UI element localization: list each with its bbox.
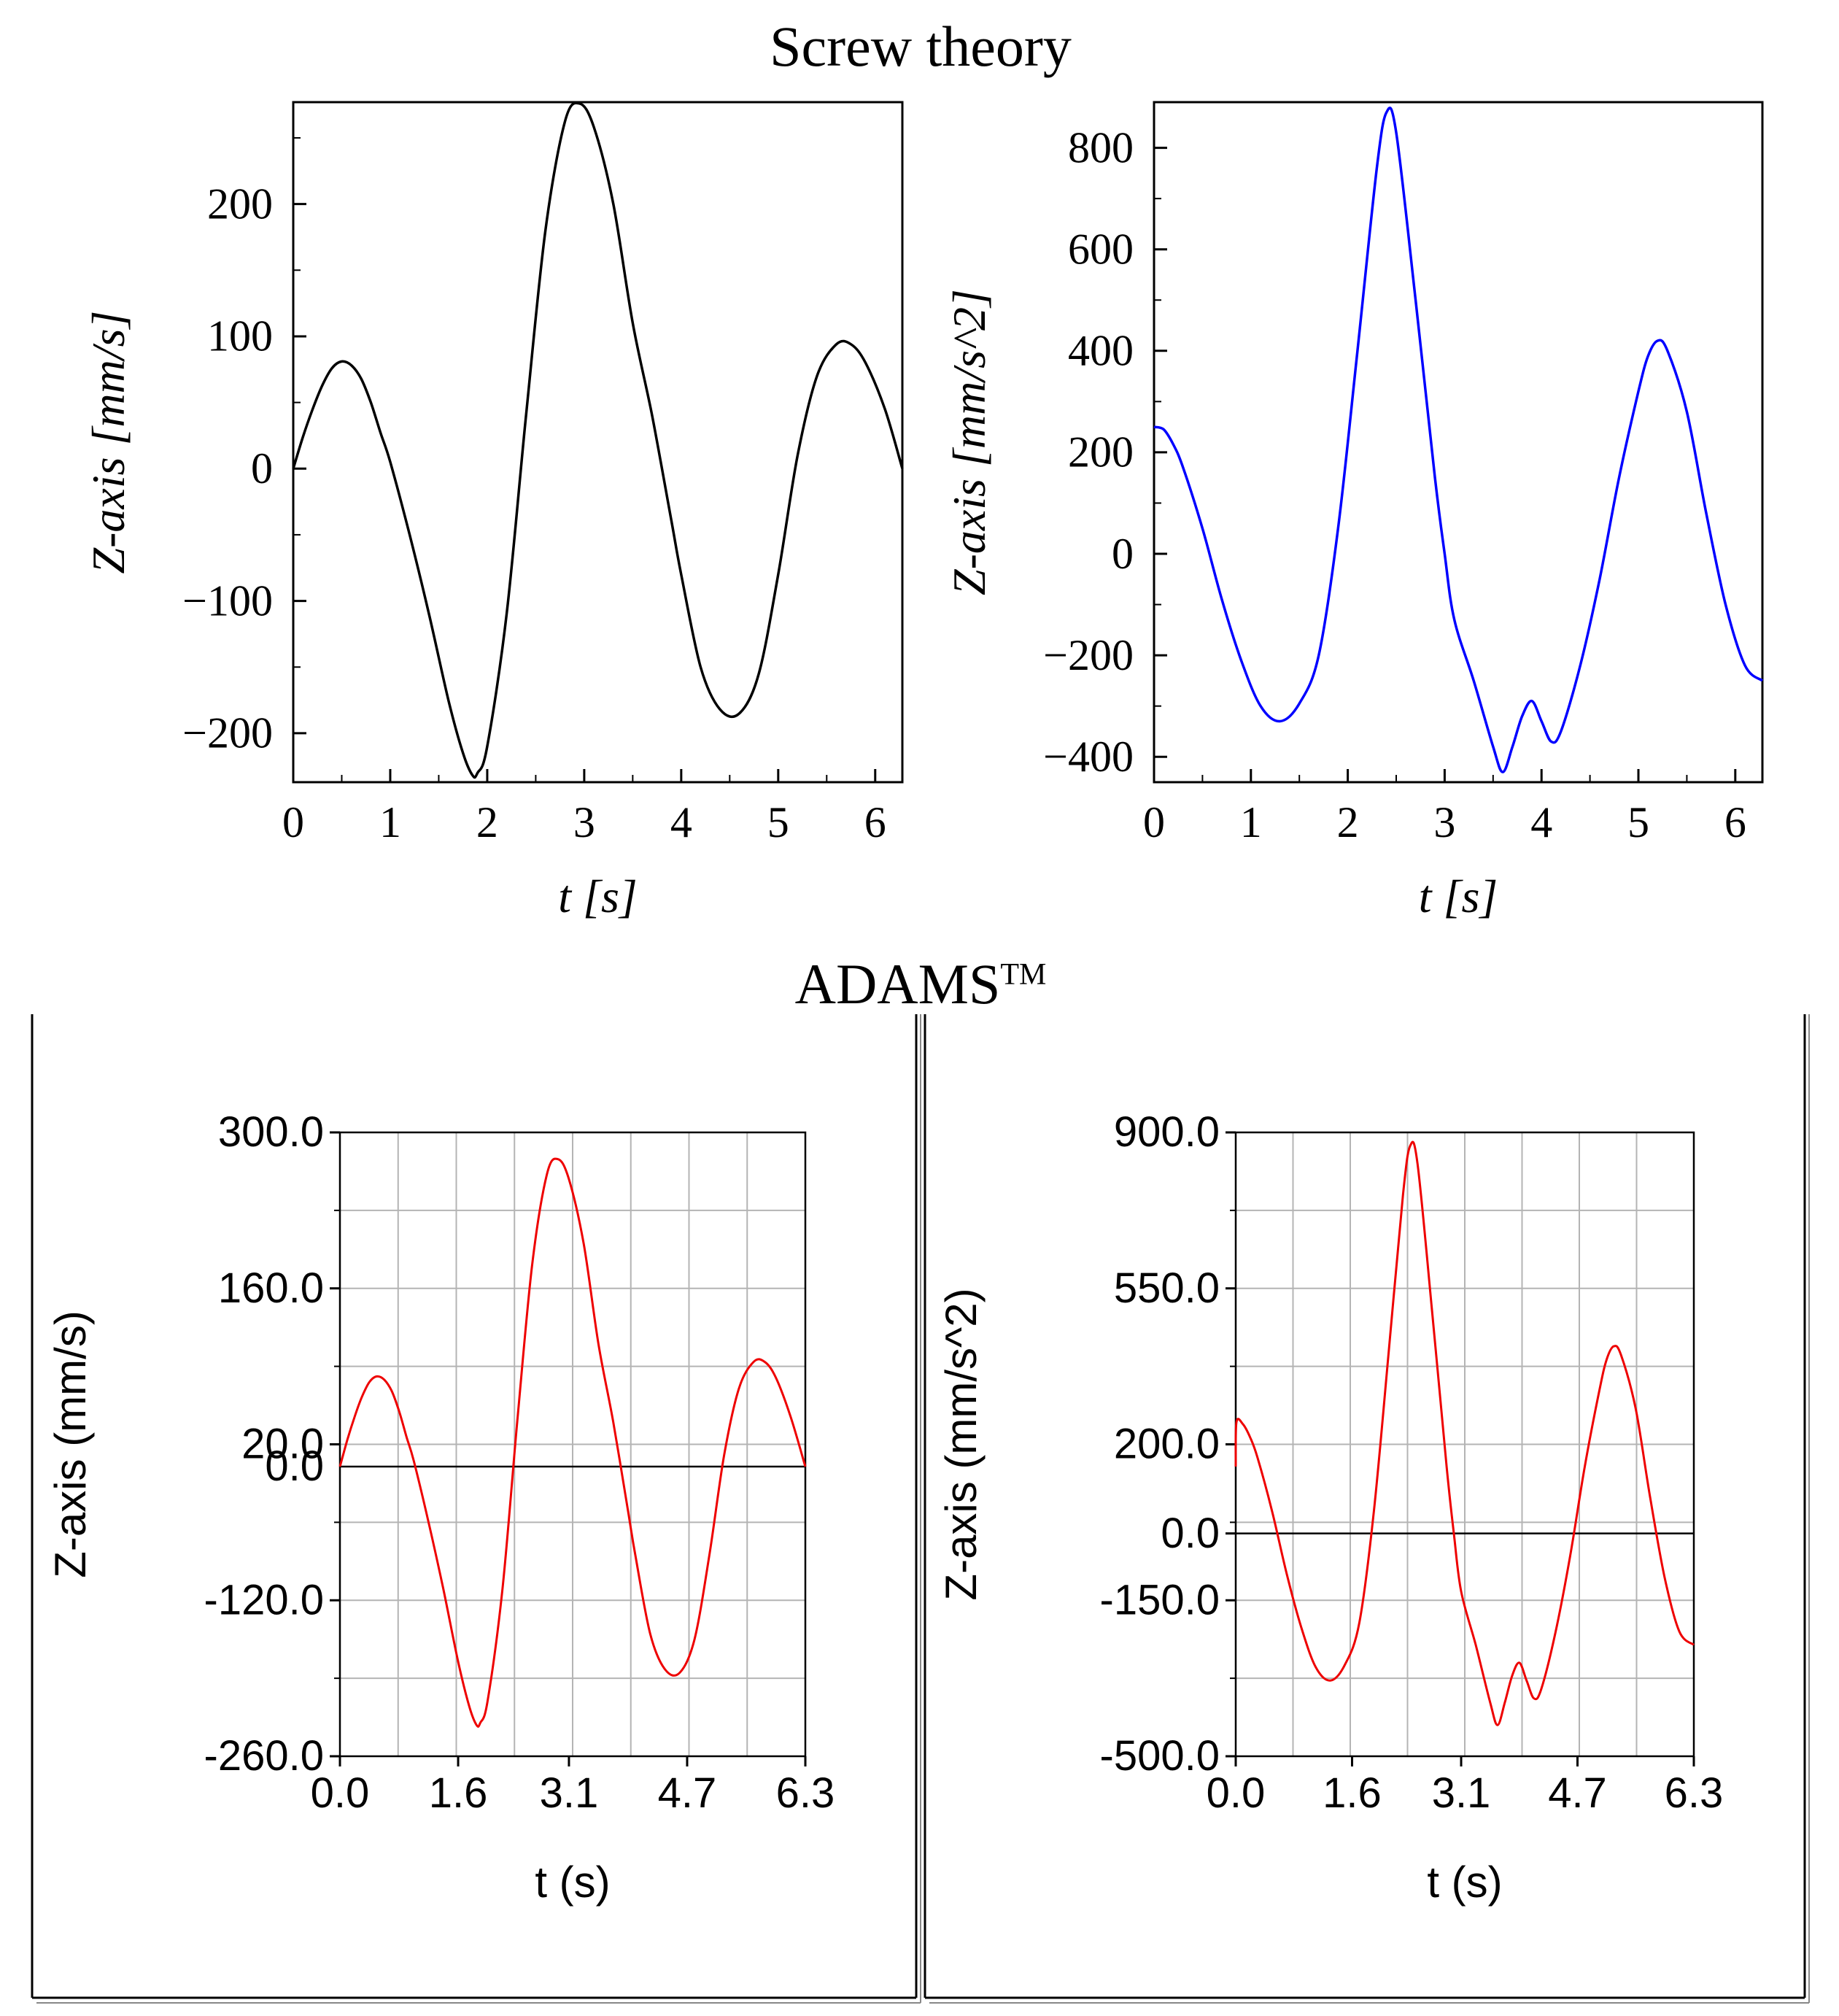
y-tick-label: 550.0 [1114,1264,1220,1312]
y-tick-label: 200 [1068,428,1134,476]
screw-velocity-chart: 0 1 2 3 4 5 6 −200 −100 0 100 200 t [s] Z-axis [mm/s] [82,101,904,922]
x-tick-label: 0 [1143,798,1165,846]
x-axis-label: t (s) [1427,1858,1502,1907]
adams-title: ADAMSTM [795,952,1047,1016]
x-tick-label: 1 [379,798,401,846]
x-tick-label: 5 [767,798,789,846]
y-axis-label: Z-axis (mm/s^2) [937,1288,986,1600]
x-tick-label: 5 [1627,798,1649,846]
y-tick-label: 600 [1068,225,1134,274]
x-axis-label: t [s] [558,870,638,922]
y-tick-label: -120.0 [204,1576,324,1623]
x-tick-label: 6 [1724,798,1746,846]
series-line [1234,1140,1695,1726]
y-zero-label: 0.0 [265,1443,324,1490]
y-tick-label: 100 [207,312,273,360]
screw-acceleration-chart: 0 1 2 3 4 5 6 −400 −200 0 200 400 600 800 t [s] Z-axis … [943,101,1764,922]
y-tick-label: 300.0 [218,1108,324,1156]
y-tick-label: -260.0 [204,1732,324,1780]
series-line [338,1157,807,1728]
y-tick-label: −200 [182,709,273,757]
x-tick-label: 4 [670,798,692,846]
x-tick-label: 3.1 [540,1769,599,1817]
x-tick-label: 4.7 [1548,1769,1607,1817]
x-tick-label: 3 [1433,798,1455,846]
y-axis-label: Z-axis [mm/s^2] [943,289,995,595]
x-tick-label: 1.6 [429,1769,488,1817]
y-tick-label: 0 [1112,530,1134,578]
x-tick-label: 6.3 [776,1769,835,1817]
x-tick-label: 6.3 [1665,1769,1724,1817]
adams-trademark: TM [1000,958,1046,992]
y-tick-label: 400 [1068,327,1134,375]
x-tick-label: 1.6 [1323,1769,1382,1817]
y-tick-label: −400 [1043,733,1134,781]
adams-title-main: ADAMS [795,952,1001,1016]
x-tick-label: 3.1 [1432,1769,1491,1817]
series-line [1153,107,1764,773]
y-tick-label: 160.0 [218,1264,324,1312]
y-tick-label: −200 [1043,631,1134,679]
plot-frame [292,101,904,784]
x-axis-label: t (s) [535,1858,610,1907]
x-tick-label: 0.0 [1207,1769,1266,1817]
x-tick-label: 4 [1530,798,1552,846]
y-tick-label: −100 [182,576,273,625]
x-axis-label: t [s] [1419,870,1498,922]
y-tick-label: 20.0 [241,1421,324,1468]
y-tick-label: 0 [251,444,273,493]
y-tick-label: -500.0 [1100,1732,1220,1780]
x-tick-label: 4.7 [658,1769,717,1817]
x-tick-label: 2 [476,798,498,846]
adams-left-window-frame [31,1014,921,2004]
x-tick-label: 1 [1240,798,1262,846]
x-tick-label: 0 [282,798,304,846]
y-tick-label: 200 [207,179,273,228]
plot-frame [1153,101,1764,784]
adams-right-window-frame [924,1014,1810,2004]
y-tick-label: 0.0 [1161,1510,1220,1557]
series-line [292,101,904,779]
y-tick-label: -150.0 [1100,1576,1220,1623]
y-tick-label: 900.0 [1114,1108,1220,1156]
x-tick-label: 0.0 [311,1769,370,1817]
screw-theory-title: Screw theory [770,15,1072,78]
x-tick-label: 2 [1337,798,1359,846]
y-tick-label: 200.0 [1114,1421,1220,1468]
adams-acceleration-chart: 0.0 1.6 3.1 4.7 6.3 -500.0 -150.0 0.0 200.0 550.0… [937,1108,1723,1907]
y-axis-label: Z-axis [mm/s] [82,311,134,574]
y-axis-label: Z-axis (mm/s) [46,1310,95,1578]
y-tick-label: 800 [1068,123,1134,171]
x-tick-label: 6 [864,798,886,846]
x-tick-label: 3 [573,798,595,846]
adams-velocity-chart: 0.0 1.6 3.1 4.7 6.3 -260.0 -120.0 20.0 160.0 300.… [46,1108,835,1907]
